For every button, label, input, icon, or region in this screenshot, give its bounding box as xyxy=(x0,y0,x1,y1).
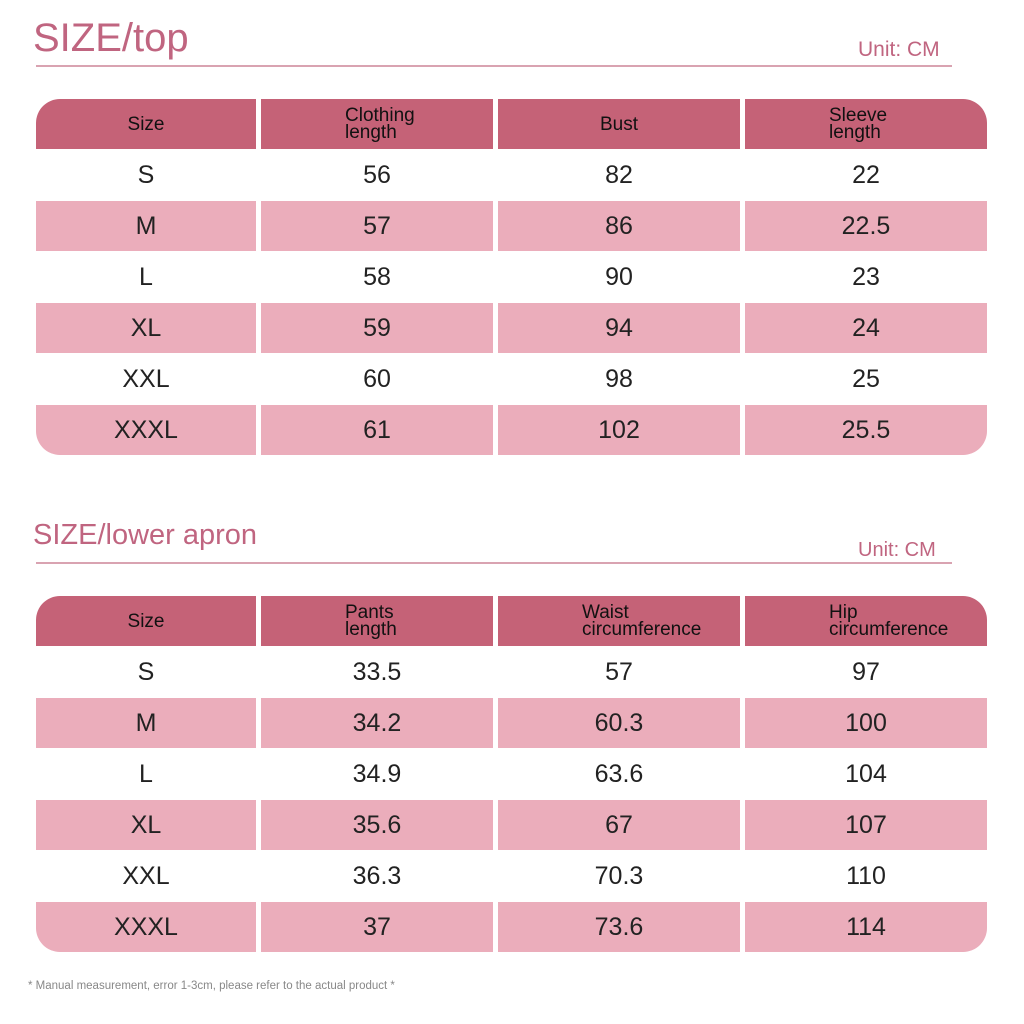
measurement-cell: 61 xyxy=(261,405,493,455)
measurement-cell: 94 xyxy=(498,303,740,353)
table-row: XXXL 37 73.6 114 xyxy=(36,902,987,952)
measurement-cell: 86 xyxy=(498,201,740,251)
column-header: Size xyxy=(36,99,256,149)
measurement-cell: 98 xyxy=(605,364,633,393)
column-header: Waist circumference xyxy=(498,596,740,646)
measurement-cell: 102 xyxy=(498,405,740,455)
measurement-cell: 59 xyxy=(261,303,493,353)
bottom-divider xyxy=(36,562,952,564)
measurement-cell: 107 xyxy=(745,800,987,850)
size-cell: XXXL xyxy=(36,902,256,952)
size-cell: M xyxy=(36,201,256,251)
measurement-note: * Manual measurement, error 1-3cm, pleas… xyxy=(28,980,395,992)
column-header: Hip circumference xyxy=(745,596,987,646)
table-row: M 34.2 60.3 100 xyxy=(36,698,987,748)
column-header: Bust xyxy=(498,99,740,149)
bottom-size-title: SIZE/lower apron xyxy=(33,519,258,551)
measurement-cell: 23 xyxy=(852,262,880,291)
column-header: Sleeve length xyxy=(745,99,987,149)
size-cell: XXL xyxy=(122,861,170,890)
size-cell: S xyxy=(137,160,155,189)
size-cell: XL xyxy=(36,303,256,353)
measurement-cell: 73.6 xyxy=(498,902,740,952)
size-cell: XXXL xyxy=(36,405,256,455)
table-row: S 33.5 57 97 xyxy=(36,647,987,697)
measurement-cell: 110 xyxy=(846,861,886,890)
bottom-unit-label: Unit: CM xyxy=(858,539,936,561)
measurement-cell: 58 xyxy=(363,262,391,291)
top-size-title: SIZE/top xyxy=(33,16,189,60)
top-divider xyxy=(36,65,952,67)
measurement-cell: 36.3 xyxy=(352,861,402,890)
table-row: S 56 82 22 xyxy=(36,150,987,200)
measurement-cell: 25 xyxy=(852,364,880,393)
table-header-row: Size Clothing length Bust Sleeve length xyxy=(36,99,987,149)
table-row: L 58 90 23 xyxy=(36,252,987,302)
measurement-cell: 25.5 xyxy=(745,405,987,455)
measurement-cell: 37 xyxy=(261,902,493,952)
bottom-size-table: Size Pants length Waist circumference Hip c… xyxy=(36,596,987,953)
measurement-cell: 82 xyxy=(605,160,633,189)
table-row: L 34.9 63.6 104 xyxy=(36,749,987,799)
size-cell: XL xyxy=(36,800,256,850)
measurement-cell: 34.9 xyxy=(352,759,402,788)
measurement-cell: 22.5 xyxy=(745,201,987,251)
top-unit-label: Unit: CM xyxy=(858,38,940,61)
table-row: XXXL 61 102 25.5 xyxy=(36,405,987,455)
measurement-cell: 56 xyxy=(363,160,391,189)
top-size-table: Size Clothing length Bust Sleeve length S 56 8… xyxy=(36,99,987,456)
column-header: Size xyxy=(36,596,256,646)
measurement-cell: 90 xyxy=(605,262,633,291)
table-row: XL 59 94 24 xyxy=(36,303,987,353)
measurement-cell: 63.6 xyxy=(594,759,644,788)
column-header: Clothing length xyxy=(261,99,493,149)
size-cell: L xyxy=(139,759,153,788)
measurement-cell: 100 xyxy=(745,698,987,748)
measurement-cell: 35.6 xyxy=(261,800,493,850)
measurement-cell: 114 xyxy=(745,902,987,952)
measurement-cell: 60.3 xyxy=(498,698,740,748)
measurement-cell: 57 xyxy=(261,201,493,251)
size-cell: L xyxy=(139,262,153,291)
measurement-cell: 97 xyxy=(852,657,880,686)
measurement-cell: 33.5 xyxy=(352,657,402,686)
size-cell: S xyxy=(137,657,155,686)
measurement-cell: 67 xyxy=(498,800,740,850)
size-cell: M xyxy=(36,698,256,748)
measurement-cell: 60 xyxy=(363,364,391,393)
measurement-cell: 34.2 xyxy=(261,698,493,748)
measurement-cell: 70.3 xyxy=(594,861,644,890)
size-cell: XXL xyxy=(122,364,170,393)
measurement-cell: 24 xyxy=(745,303,987,353)
table-row: XXL 36.3 70.3 110 xyxy=(36,851,987,901)
table-row: XXL 60 98 25 xyxy=(36,354,987,404)
table-row: XL 35.6 67 107 xyxy=(36,800,987,850)
table-header-row: Size Pants length Waist circumference Hip c… xyxy=(36,596,987,646)
measurement-cell: 57 xyxy=(605,657,633,686)
measurement-cell: 22 xyxy=(852,160,880,189)
column-header: Pants length xyxy=(261,596,493,646)
measurement-cell: 104 xyxy=(845,759,887,788)
table-row: M 57 86 22.5 xyxy=(36,201,987,251)
